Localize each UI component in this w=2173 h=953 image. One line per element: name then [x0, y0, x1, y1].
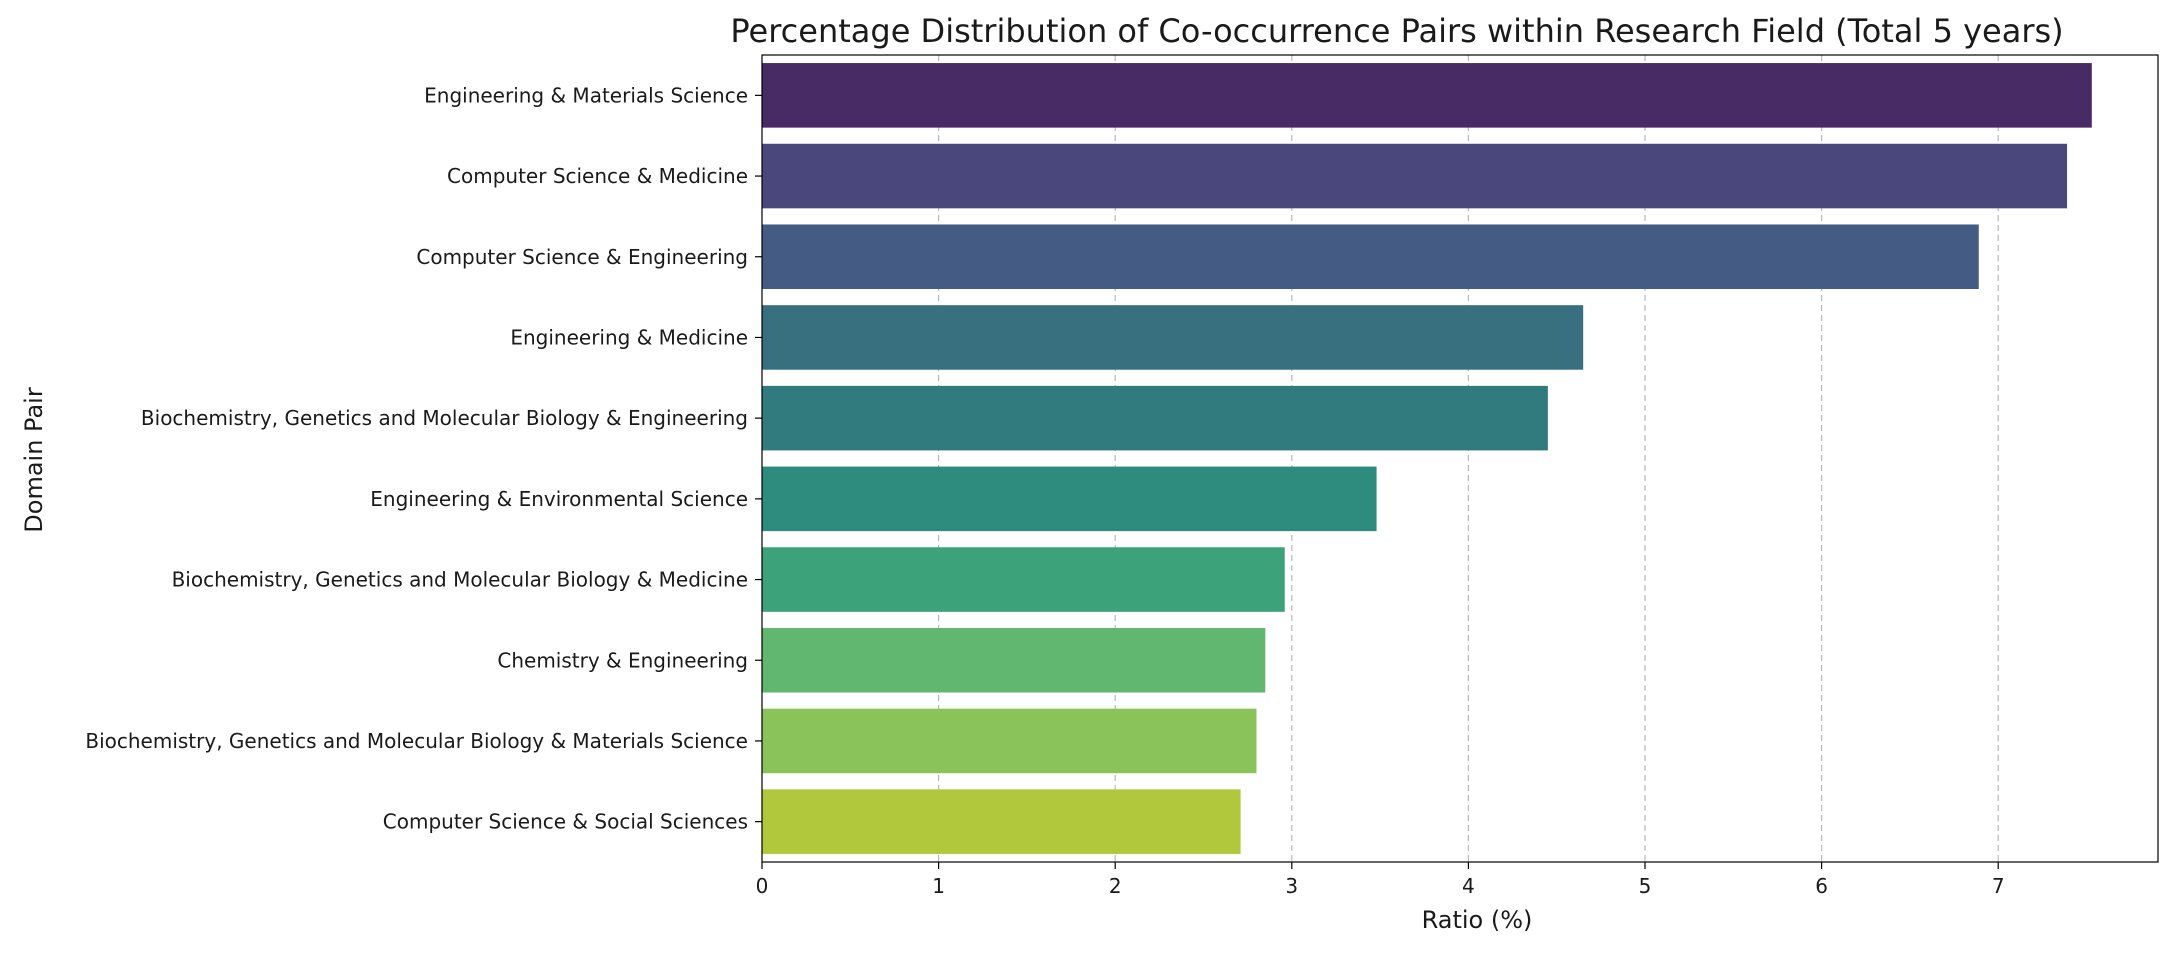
y-category-label: Engineering & Environmental Science [370, 487, 748, 511]
bar [762, 708, 1257, 774]
y-category-label: Biochemistry, Genetics and Molecular Bio… [141, 406, 748, 430]
y-category-label: Computer Science & Medicine [447, 164, 748, 188]
bar [762, 143, 2068, 209]
bar [762, 627, 1266, 693]
x-tick-label: 3 [1285, 874, 1298, 898]
y-category-label: Computer Science & Engineering [416, 245, 748, 269]
bars [762, 63, 2092, 854]
y-category-label: Biochemistry, Genetics and Molecular Bio… [85, 729, 748, 753]
y-category-label: Engineering & Materials Science [424, 83, 748, 107]
x-tick-label: 2 [1109, 874, 1122, 898]
x-tick-label: 0 [756, 874, 769, 898]
x-tick-label: 6 [1815, 874, 1828, 898]
x-axis-ticks: 0 1 2 3 4 5 6 7 [756, 862, 2005, 898]
plot-frame [761, 54, 2159, 863]
y-category-label: Engineering & Medicine [510, 325, 748, 349]
y-category-label: Computer Science & Social Sciences [383, 810, 748, 834]
bar [762, 789, 1241, 854]
x-tick-label: 5 [1639, 874, 1652, 898]
x-tick-label: 4 [1462, 874, 1475, 898]
y-category-label: Biochemistry, Genetics and Molecular Bio… [172, 568, 748, 592]
chart-title: Percentage Distribution of Co-occurrence… [730, 12, 2063, 50]
y-axis-label: Domain Pair [20, 387, 48, 533]
bar [762, 63, 2092, 128]
y-category-label: Chemistry & Engineering [497, 648, 748, 672]
bar [762, 547, 1285, 612]
x-tick-label: 1 [932, 874, 945, 898]
bar [762, 466, 1377, 532]
x-axis-label: Ratio (%) [1422, 906, 1533, 934]
bar [762, 224, 1979, 290]
bar [762, 385, 1548, 451]
bar [762, 305, 1584, 370]
y-axis-labels: Engineering & Materials Science Computer … [85, 83, 762, 834]
x-tick-label: 7 [1992, 874, 2005, 898]
